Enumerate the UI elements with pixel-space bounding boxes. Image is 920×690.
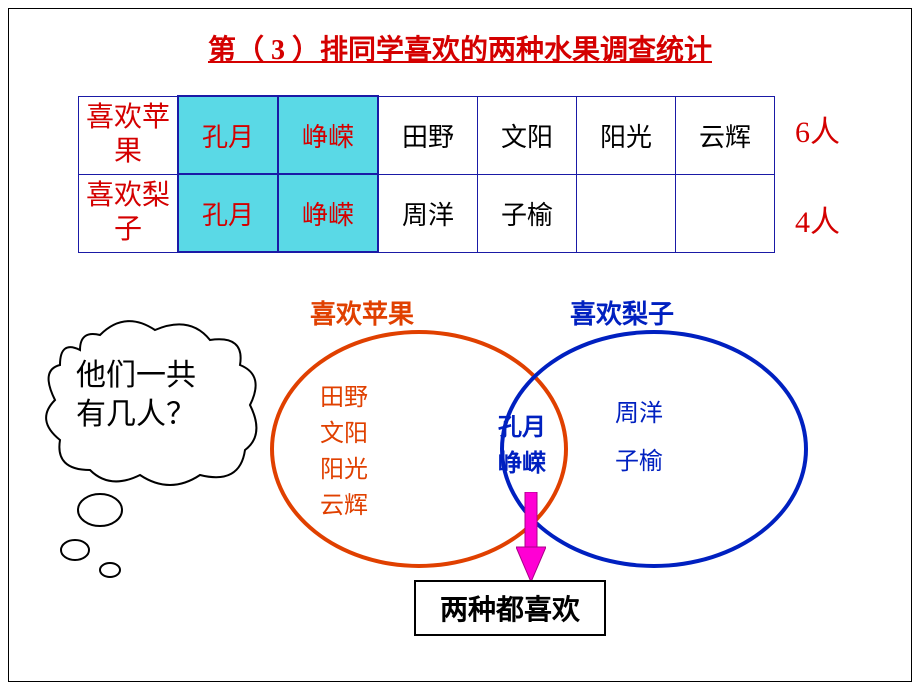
cell: 孔月 xyxy=(178,174,278,252)
row-header-apple: 喜欢苹果 xyxy=(79,96,179,174)
cell: 阳光 xyxy=(577,96,676,174)
venn-label-pear: 喜欢梨子 xyxy=(570,294,674,331)
cell: 峥嵘 xyxy=(278,96,378,174)
row-header-pear: 喜欢梨子 xyxy=(79,174,179,252)
survey-table-wrap: 喜欢苹果 孔月 峥嵘 田野 文阳 阳光 云辉 喜欢梨子 孔月 峥嵘 周洋 子榆 … xyxy=(78,95,840,253)
thought-bubble: 他们一共有几人？ xyxy=(40,320,280,600)
table-row: 喜欢苹果 孔月 峥嵘 田野 文阳 阳光 云辉 xyxy=(79,96,775,174)
table-row: 喜欢梨子 孔月 峥嵘 周洋 子榆 xyxy=(79,174,775,252)
down-arrow-icon xyxy=(516,492,546,582)
cell xyxy=(676,174,775,252)
cell: 文阳 xyxy=(478,96,577,174)
venn-apple-only-names: 田野 文阳 阳光 云辉 xyxy=(320,380,368,524)
venn-diagram: 喜欢苹果 喜欢梨子 田野 文阳 阳光 云辉 孔月 峥嵘 周洋 子榆 两种都喜欢 xyxy=(270,300,870,670)
cell xyxy=(577,174,676,252)
cell: 云辉 xyxy=(676,96,775,174)
count-apple: 6人 xyxy=(795,107,840,151)
cell: 孔月 xyxy=(178,96,278,174)
venn-both-names: 孔月 峥嵘 xyxy=(498,410,546,482)
cell: 子榆 xyxy=(478,174,577,252)
cell: 峥嵘 xyxy=(278,174,378,252)
venn-pear-only-names: 周洋 子榆 xyxy=(615,390,663,486)
cell: 田野 xyxy=(378,96,478,174)
slide-title: 第（ 3 ）排同学喜欢的两种水果调查统计 xyxy=(0,28,920,68)
row-counts: 6人 4人 xyxy=(795,107,840,241)
venn-label-apple: 喜欢苹果 xyxy=(310,294,414,331)
survey-table: 喜欢苹果 孔月 峥嵘 田野 文阳 阳光 云辉 喜欢梨子 孔月 峥嵘 周洋 子榆 xyxy=(78,95,775,253)
cell: 周洋 xyxy=(378,174,478,252)
count-pear: 4人 xyxy=(795,197,840,241)
both-like-label: 两种都喜欢 xyxy=(414,580,606,636)
question-text: 他们一共有几人？ xyxy=(60,320,240,470)
